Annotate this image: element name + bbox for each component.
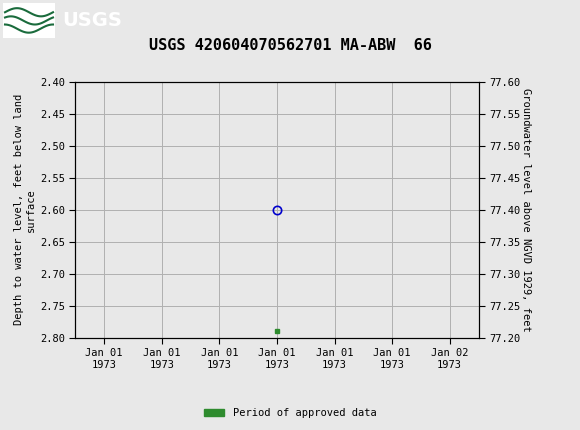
Text: USGS 420604070562701 MA-ABW  66: USGS 420604070562701 MA-ABW 66 [148, 38, 432, 52]
Text: USGS: USGS [62, 11, 122, 30]
Y-axis label: Groundwater level above NGVD 1929, feet: Groundwater level above NGVD 1929, feet [521, 88, 531, 332]
Y-axis label: Depth to water level, feet below land
surface: Depth to water level, feet below land su… [14, 94, 36, 325]
Bar [3, 3, 55, 38]
Legend: Period of approved data: Period of approved data [200, 404, 380, 423]
